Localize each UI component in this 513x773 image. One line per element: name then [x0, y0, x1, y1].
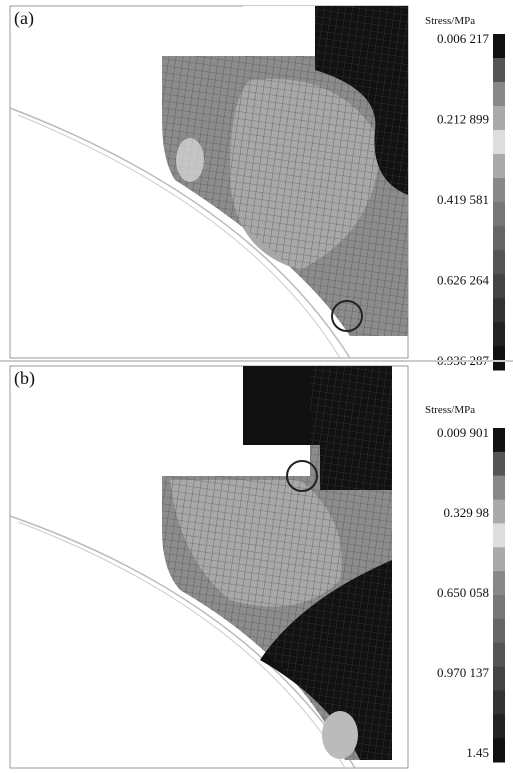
colorbar-segment: [493, 298, 505, 323]
colorbar-segment: [493, 547, 505, 571]
panel-a: (a) Stress/MPa 0.006 217 0.212 899 0.419 5…: [10, 6, 505, 371]
colorbar-segment: [493, 690, 505, 714]
colorbar-segment: [493, 452, 505, 476]
colorbar-segment: [493, 154, 505, 179]
hotspot: [176, 138, 204, 182]
panel-b: (b) Stress/MPa 0.009 901 0.329 98 0.650 05…: [10, 366, 505, 768]
colorbar-segment: [493, 82, 505, 107]
hotspot: [322, 711, 358, 759]
colorbar-label: 0.970 137: [437, 665, 490, 680]
colorbar-segment: [493, 643, 505, 667]
colorbar-label: 0.419 581: [437, 192, 489, 207]
colorbar-label: 0.212 899: [437, 112, 489, 127]
colorbar-label: 0.006 217: [437, 31, 490, 46]
colorbar-segment: [493, 106, 505, 131]
notch: [243, 6, 315, 56]
colorbar-segment: [493, 178, 505, 203]
colorbar-segment: [493, 322, 505, 347]
divider: [0, 360, 513, 362]
colorbar-segment: [493, 58, 505, 83]
colorbar-segment: [493, 274, 505, 299]
legend-title: Stress/MPa: [425, 15, 475, 27]
panel-label: (b): [14, 368, 35, 389]
colorbar-segment: [493, 619, 505, 643]
colorbar-label: 0.329 98: [444, 505, 490, 520]
colorbar-segment: [493, 34, 505, 59]
colorbar-label: 0.626 264: [437, 273, 490, 288]
colorbar-segment: [493, 595, 505, 619]
colorbar-segment: [493, 714, 505, 738]
colorbar-label: 1.45: [466, 745, 489, 760]
colorbar-segment: [493, 250, 505, 275]
figure: (a) Stress/MPa 0.006 217 0.212 899 0.419 5…: [0, 0, 513, 773]
colorbar-segment: [493, 428, 505, 452]
colorbar-segment: [493, 346, 505, 371]
colorbar-segment: [493, 500, 505, 524]
colorbar-segment: [493, 738, 505, 762]
colorbar-segment: [493, 226, 505, 251]
colorbar-label: 0.650 058: [437, 585, 489, 600]
colorbar-segment: [493, 523, 505, 547]
legend-title: Stress/MPa: [425, 404, 475, 416]
colorbar-segment: [493, 667, 505, 691]
colorbar-segment: [493, 571, 505, 595]
colorbar-segment: [493, 202, 505, 227]
colorbar-segment: [493, 130, 505, 155]
panel-label: (a): [14, 8, 34, 29]
colorbar-segment: [493, 476, 505, 500]
colorbar: 0.009 901 0.329 98 0.650 058 0.970 137 1.45: [437, 425, 505, 763]
colorbar-label: 0.009 901: [437, 425, 489, 440]
